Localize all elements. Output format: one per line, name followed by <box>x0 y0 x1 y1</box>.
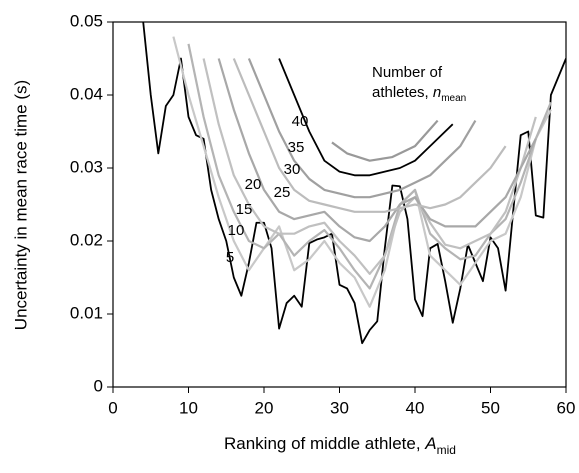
x-tick-label: 40 <box>406 398 425 417</box>
series-line <box>278 58 454 177</box>
annotation-var: n <box>433 84 441 101</box>
series-line <box>331 119 439 162</box>
x-tick-label: 50 <box>481 398 500 417</box>
x-label-sub: mid <box>437 443 456 457</box>
y-tick-label: 0 <box>94 376 103 395</box>
y-tick-label: 0.01 <box>70 303 103 322</box>
series-label: 30 <box>284 161 301 178</box>
series-line <box>202 58 537 275</box>
annotation-text: athletes, <box>372 84 433 101</box>
y-tick-label: 0.05 <box>70 11 103 30</box>
series-label: 20 <box>245 176 262 193</box>
x-tick-label: 0 <box>108 398 117 417</box>
y-tick-label: 0.04 <box>70 84 103 103</box>
y-axis-label: Uncertainty in mean race time (s) <box>11 80 30 330</box>
annotation-sub: mean <box>441 93 466 104</box>
y-tick-label: 0.03 <box>70 157 103 176</box>
series-line <box>247 58 477 199</box>
series-line <box>232 58 507 213</box>
annotation: Number of <box>372 64 443 81</box>
series-label: 35 <box>288 139 305 156</box>
x-tick-label: 60 <box>557 398 576 417</box>
series-label: 5 <box>226 249 234 266</box>
x-label-var: A <box>424 434 436 453</box>
series-label: 40 <box>292 113 309 130</box>
y-tick-label: 0.02 <box>70 230 103 249</box>
series-label: 15 <box>236 201 253 218</box>
series-label: 25 <box>274 184 291 201</box>
series-line <box>217 58 537 243</box>
x-label-text: Ranking of middle athlete, <box>224 434 425 453</box>
x-tick-label: 10 <box>179 398 198 417</box>
annotation-line2: athletes, nmean <box>372 84 466 104</box>
x-tick-label: 20 <box>255 398 274 417</box>
series-line <box>172 36 552 308</box>
series-label: 10 <box>228 222 245 239</box>
series-line <box>142 22 566 345</box>
x-tick-label: 30 <box>330 398 349 417</box>
x-axis-label: Ranking of middle athlete, Amid <box>224 434 456 457</box>
